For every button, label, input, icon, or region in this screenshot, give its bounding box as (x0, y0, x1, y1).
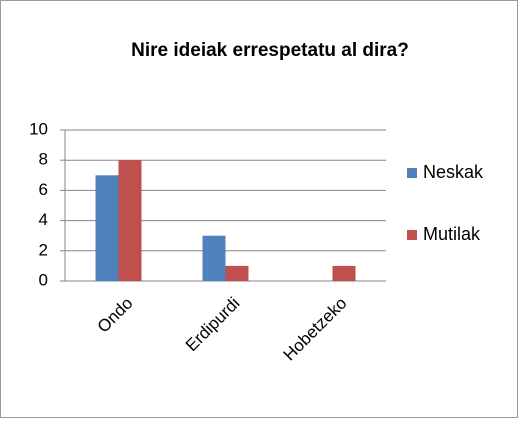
chart-title: Nire ideiak errespetatu al dira? (131, 40, 409, 61)
legend-label: Mutilak (423, 224, 481, 244)
bar (95, 175, 119, 281)
legend-label: Neskak (423, 162, 484, 182)
legend-swatch (407, 168, 417, 178)
bar (225, 265, 249, 281)
y-tick-label: 2 (39, 240, 48, 259)
y-tick-label: 0 (39, 270, 48, 289)
legend-swatch (407, 230, 417, 240)
bar (332, 265, 356, 281)
y-tick-label: 6 (39, 180, 48, 199)
bar (118, 160, 142, 281)
y-tick-label: 10 (29, 119, 48, 138)
bar (202, 235, 226, 281)
y-tick-label: 8 (39, 150, 48, 169)
y-tick-label: 4 (39, 210, 48, 229)
